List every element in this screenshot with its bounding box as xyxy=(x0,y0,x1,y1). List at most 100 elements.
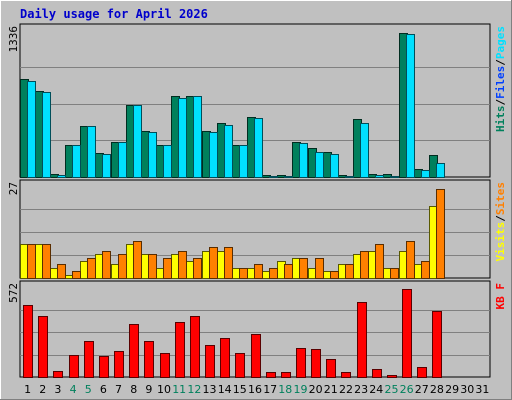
bar-fill xyxy=(87,258,96,279)
day-label-30: 30 xyxy=(460,383,474,396)
bar-kbytes-kb-f-day-7 xyxy=(114,351,124,378)
day-label-14: 14 xyxy=(218,383,232,396)
bar-visits-sites-day-24 xyxy=(375,244,384,279)
bar-visits-sites-day-15 xyxy=(239,268,248,279)
bar-fill xyxy=(315,152,324,178)
bar-fill xyxy=(436,189,445,279)
bar-kbytes-kb-f-day-11 xyxy=(175,322,185,378)
bar-kbytes-kb-f-day-14 xyxy=(220,338,230,378)
panel-hits-max-label: 1336 xyxy=(7,26,20,53)
bar-kbytes-kb-f-day-4 xyxy=(69,355,79,378)
day-label-22: 22 xyxy=(339,383,353,396)
bar-hits-pages-day-19 xyxy=(299,143,308,178)
bar-visits-sites-day-28 xyxy=(436,189,445,279)
day-label-9: 9 xyxy=(145,383,152,396)
bar-hits-pages-day-15 xyxy=(239,145,248,178)
bar-fill xyxy=(375,244,384,279)
panel-kbytes-legend: KB F xyxy=(494,283,507,310)
day-label-16: 16 xyxy=(248,383,262,396)
bar-fill xyxy=(406,34,415,178)
bar-hits-pages-day-22 xyxy=(345,176,354,178)
bar-fill xyxy=(193,96,202,178)
bar-fill xyxy=(432,311,442,378)
bar-visits-sites-day-5 xyxy=(87,258,96,279)
bar-fill xyxy=(254,118,263,178)
day-label-3: 3 xyxy=(54,383,61,396)
bar-fill xyxy=(144,341,154,378)
bar-fill xyxy=(266,372,276,378)
bar-fill xyxy=(224,125,233,178)
bar-fill xyxy=(345,264,354,279)
bar-hits-pages-day-1 xyxy=(27,81,36,178)
day-label-11: 11 xyxy=(172,383,186,396)
bar-hits-pages-day-12 xyxy=(193,96,202,178)
bar-fill xyxy=(118,142,127,178)
panel-hits-legend-item-4: Pages xyxy=(494,26,507,59)
bar-kbytes-kb-f-day-20 xyxy=(311,349,321,378)
bar-visits-sites-day-17 xyxy=(269,268,278,279)
bar-kbytes-kb-f-day-12 xyxy=(190,316,200,378)
bar-fill xyxy=(148,132,157,178)
bar-fill xyxy=(178,98,187,178)
panel-hits-legend-item-1: / xyxy=(494,99,507,106)
bar-fill xyxy=(209,247,218,279)
bar-fill xyxy=(27,244,36,279)
bar-kbytes-kb-f-day-17 xyxy=(266,372,276,378)
bar-fill xyxy=(436,163,445,178)
bar-fill xyxy=(23,305,33,378)
bar-hits-pages-day-3 xyxy=(57,175,66,178)
bar-fill xyxy=(239,268,248,279)
bar-hits-pages-day-21 xyxy=(330,154,339,178)
day-label-25: 25 xyxy=(385,383,399,396)
bar-kbytes-kb-f-day-24 xyxy=(372,369,382,378)
bar-visits-sites-day-21 xyxy=(330,271,339,279)
bar-fill xyxy=(99,356,109,378)
chart-title: Daily usage for April 2026 xyxy=(20,7,208,21)
bar-visits-sites-day-9 xyxy=(148,254,157,279)
bar-fill xyxy=(330,271,339,279)
bar-hits-pages-day-6 xyxy=(102,154,111,178)
bar-fill xyxy=(341,372,351,378)
bar-kbytes-kb-f-day-25 xyxy=(387,375,397,378)
bar-kbytes-kb-f-day-19 xyxy=(296,348,306,378)
day-label-10: 10 xyxy=(157,383,171,396)
bar-hits-pages-day-17 xyxy=(269,176,278,178)
bar-fill xyxy=(345,176,354,178)
bar-fill xyxy=(114,351,124,378)
bar-visits-sites-day-26 xyxy=(406,241,415,279)
bar-visits-sites-day-1 xyxy=(27,244,36,279)
bar-hits-pages-day-10 xyxy=(163,145,172,178)
bar-hits-pages-day-25 xyxy=(390,176,399,178)
day-label-26: 26 xyxy=(400,383,414,396)
day-label-2: 2 xyxy=(39,383,46,396)
panel-kbytes-max-label: 572 xyxy=(7,283,20,303)
panel-visits-legend: Visits/Sites xyxy=(494,182,507,262)
bar-fill xyxy=(87,126,96,178)
bar-fill xyxy=(251,334,261,378)
bar-kbytes-kb-f-day-6 xyxy=(99,356,109,378)
bar-fill xyxy=(299,143,308,178)
bar-fill xyxy=(209,132,218,178)
day-label-15: 15 xyxy=(233,383,247,396)
day-label-1: 1 xyxy=(24,383,31,396)
bar-fill xyxy=(38,316,48,378)
day-label-5: 5 xyxy=(85,383,92,396)
day-label-7: 7 xyxy=(115,383,122,396)
panel-kbytes: 572 KB F xyxy=(7,280,507,378)
bar-kbytes-kb-f-day-15 xyxy=(235,353,245,378)
day-label-13: 13 xyxy=(203,383,217,396)
bar-fill xyxy=(330,154,339,178)
bar-fill xyxy=(254,264,263,279)
day-label-8: 8 xyxy=(130,383,137,396)
bar-fill xyxy=(72,145,81,178)
bar-hits-pages-day-23 xyxy=(360,123,369,178)
day-label-31: 31 xyxy=(475,383,489,396)
bar-fill xyxy=(372,369,382,378)
bar-fill xyxy=(311,349,321,378)
bar-visits-sites-day-16 xyxy=(254,264,263,279)
bar-kbytes-kb-f-day-3 xyxy=(53,371,63,378)
bar-fill xyxy=(296,348,306,378)
bar-fill xyxy=(133,241,142,279)
bar-hits-pages-day-28 xyxy=(436,163,445,178)
bar-fill xyxy=(390,176,399,178)
